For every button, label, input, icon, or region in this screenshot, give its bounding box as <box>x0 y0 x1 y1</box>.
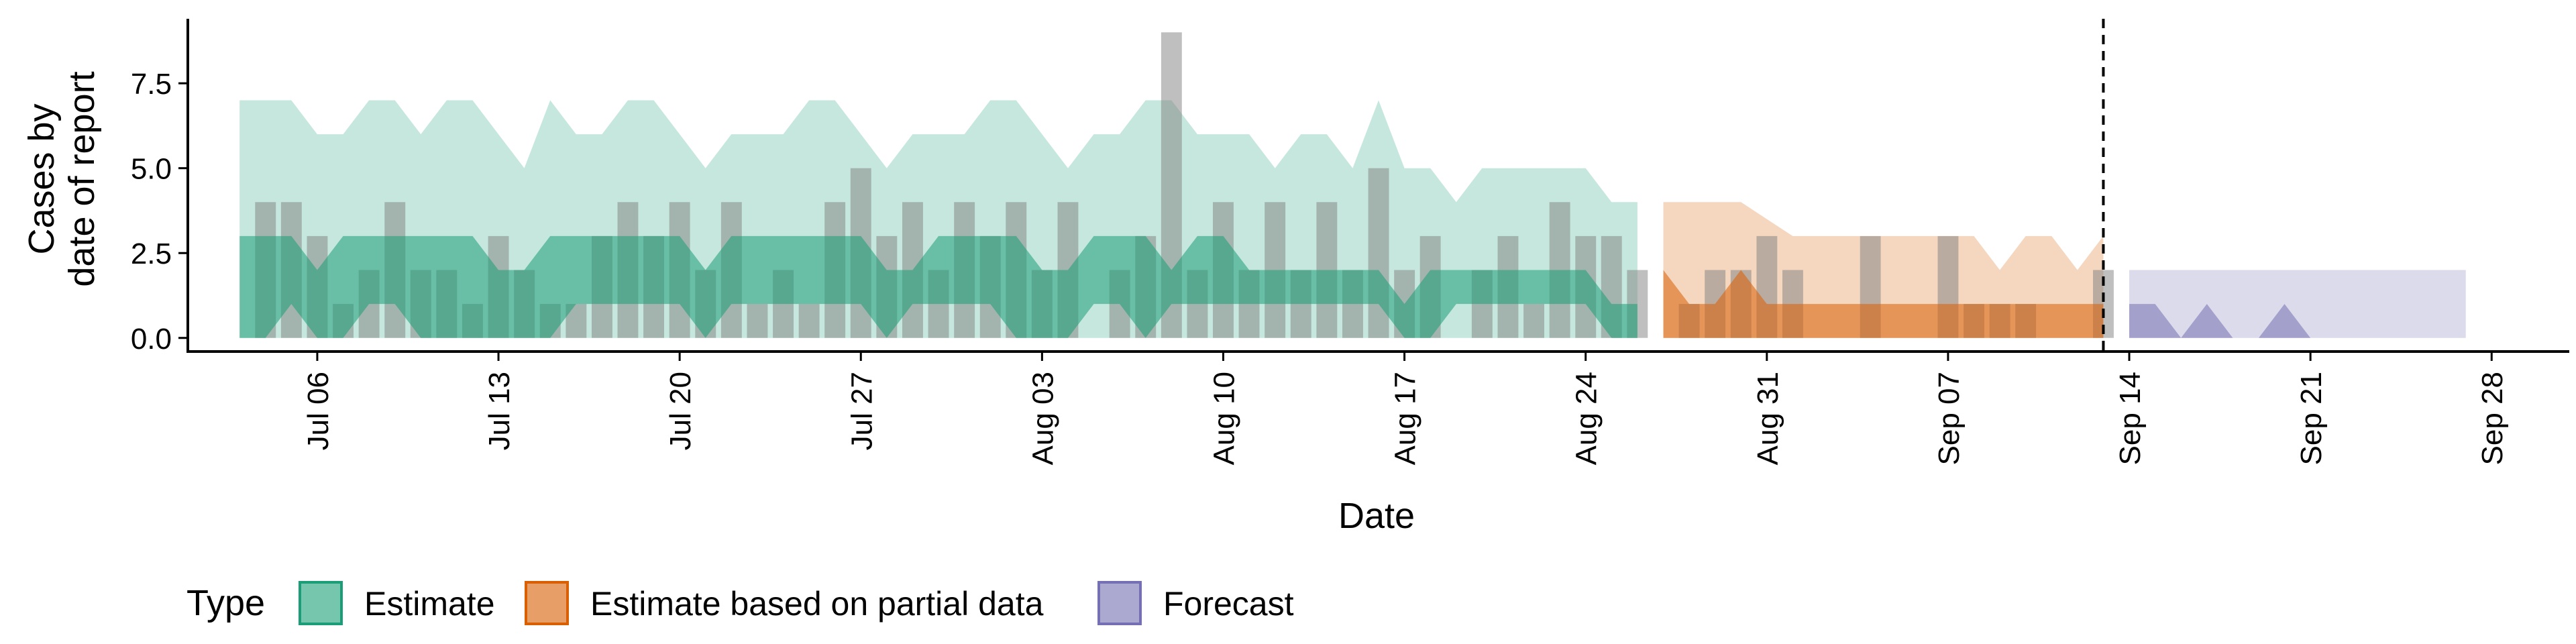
band-inner-estimate-based-on-partial-data <box>1663 270 2104 338</box>
x-tick-label: Aug 17 <box>1389 372 1422 465</box>
reported-cases-bar <box>798 304 820 338</box>
x-tick-label: Aug 10 <box>1208 372 1240 465</box>
legend-key-estimate-based-on-partial-data <box>525 581 569 625</box>
legend-key-estimate <box>299 581 343 625</box>
y-tick-label: 0.0 <box>131 323 172 356</box>
x-tick-label: Jul 06 <box>302 372 335 450</box>
legend-label-forecast: Forecast <box>1163 585 1294 623</box>
legend-label-estimate: Estimate <box>364 585 495 623</box>
legend-title: Type <box>186 583 265 623</box>
reported-cases-bar <box>1523 304 1544 338</box>
x-tick-label: Jul 27 <box>845 372 878 450</box>
inner-bands-layer <box>239 235 2466 338</box>
legend-label-estimate-based-on-partial-data: Estimate based on partial data <box>590 585 1044 623</box>
y-axis-title-line-2: date of report <box>62 71 102 286</box>
x-tick-label: Sep 14 <box>2114 372 2147 465</box>
y-tick-label: 7.5 <box>131 68 172 101</box>
x-tick-label: Aug 24 <box>1570 372 1603 465</box>
legend: Type Estimate Estimate based on partial d… <box>186 581 1294 625</box>
x-tick-label: Jul 13 <box>483 372 516 450</box>
x-tick-label: Sep 21 <box>2295 372 2328 465</box>
y-axis-title-line-1: Cases by <box>21 103 62 254</box>
y-tick-label: 2.5 <box>131 237 172 270</box>
x-tick-label: Jul 20 <box>664 372 697 450</box>
reported-cases-bar <box>747 304 768 338</box>
x-tick-label: Aug 31 <box>1752 372 1784 465</box>
legend-key-forecast <box>1097 581 1142 625</box>
x-axis-title: Date <box>1338 496 1415 536</box>
band-inner-forecast <box>2129 304 2466 338</box>
axis-titles: Cases by date of report Date <box>21 71 1415 536</box>
x-tick-label: Sep 07 <box>1933 372 1966 465</box>
x-tick-label: Aug 03 <box>1026 372 1059 465</box>
y-tick-label: 5.0 <box>131 153 172 186</box>
axes-layer: 0.0 2.5 5.0 7.5 Jul 06 Jul 13 Jul 20 Jul 27 Aug … <box>131 19 2569 465</box>
x-tick-label: Sep 28 <box>2476 372 2509 465</box>
band-inner-estimate <box>239 235 1638 338</box>
